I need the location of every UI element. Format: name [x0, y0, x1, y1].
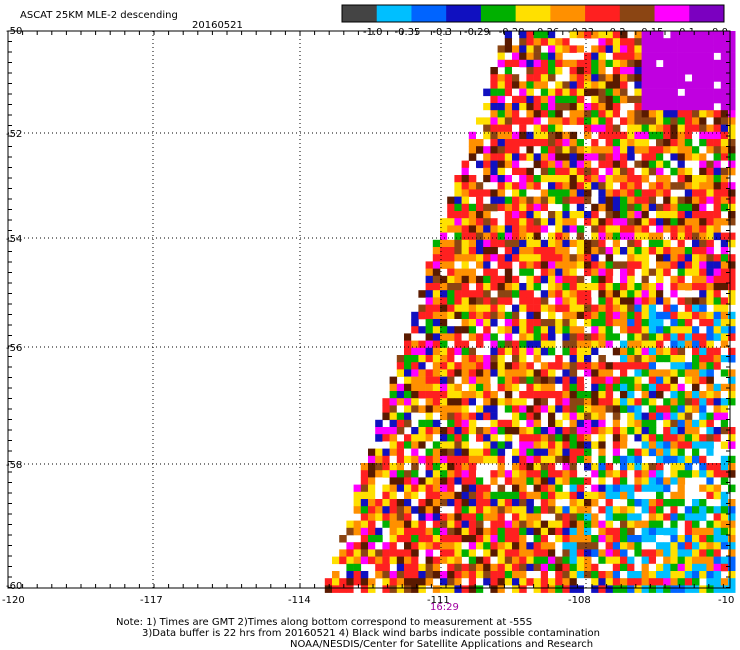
lat-label-54: -54: [6, 234, 23, 245]
lon-label-111: -111: [427, 595, 450, 606]
lat-label-56: -56: [6, 343, 23, 354]
colorbar-swatch: [689, 5, 725, 22]
colorbar-swatch: [550, 5, 586, 22]
plot-frame: [7, 30, 731, 589]
lon-label-114: -114: [288, 595, 311, 606]
colorbar-swatch: [480, 5, 517, 22]
time-label: 16:29: [430, 602, 459, 613]
colorbar-border: [341, 4, 725, 23]
colorbar-swatch: [446, 5, 482, 22]
colorbar-swatch: [376, 5, 412, 22]
lon-label-105: -10: [718, 595, 735, 606]
note-line-1: Note: 1) Times are GMT 2)Times along bot…: [116, 617, 533, 628]
lon-label-108: -108: [568, 595, 591, 606]
lat-label-52: -52: [6, 129, 23, 140]
lat-label-60: -60: [6, 581, 23, 592]
colorbar-swatch: [585, 5, 621, 22]
colorbar-label: -0.3: [432, 27, 452, 38]
map-date: 20160521: [192, 20, 243, 31]
swath-cells: [324, 31, 736, 593]
colorbar-label: -0.29: [464, 27, 490, 38]
note-line-3: NOAA/NESDIS/Center for Satellite Applica…: [290, 639, 594, 650]
note-line-2: 3)Data buffer is 22 hrs from 20160521 4)…: [142, 628, 600, 639]
colorbar-swatch: [342, 5, 378, 22]
lon-label-117: -117: [140, 595, 163, 606]
colorbar-swatch: [411, 5, 447, 22]
lat-label-58: -58: [6, 460, 23, 471]
colorbar-swatch: [515, 5, 551, 22]
colorbar-label: -0.35: [395, 27, 421, 38]
lon-label-120: -120: [2, 595, 25, 606]
lat-label-50: -50: [6, 26, 23, 37]
colorbar-swatch: [619, 5, 656, 22]
map-title: ASCAT 25KM MLE-2 descending: [20, 10, 178, 21]
scatterometer-swath-map: [7, 30, 736, 593]
colorbar-swatch: [654, 5, 690, 22]
